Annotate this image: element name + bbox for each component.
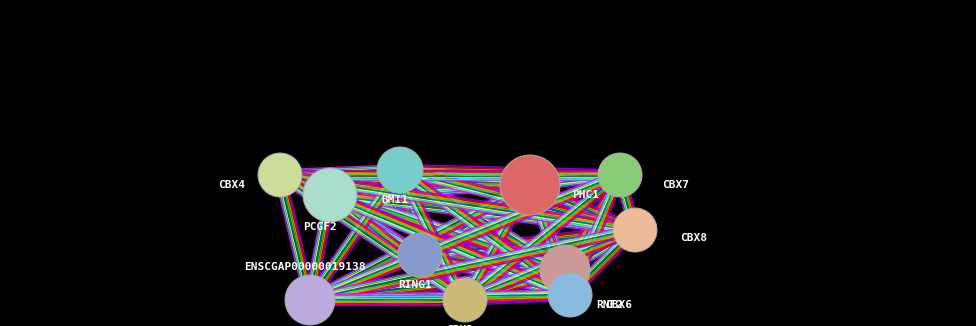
Ellipse shape: [548, 273, 592, 317]
Text: CBX4: CBX4: [218, 180, 245, 190]
Text: PCGF2: PCGF2: [304, 222, 337, 232]
Ellipse shape: [613, 208, 657, 252]
Ellipse shape: [540, 245, 590, 295]
Ellipse shape: [500, 155, 560, 215]
Text: PHC1: PHC1: [572, 190, 599, 200]
Ellipse shape: [303, 168, 357, 222]
Ellipse shape: [285, 275, 335, 325]
Text: CBX7: CBX7: [662, 180, 689, 190]
Text: CBX6: CBX6: [605, 300, 632, 310]
Ellipse shape: [443, 278, 487, 322]
Ellipse shape: [398, 233, 442, 277]
Text: ENSCGAP00000019138: ENSCGAP00000019138: [244, 262, 366, 272]
Text: RNF2: RNF2: [596, 300, 624, 310]
Ellipse shape: [598, 153, 642, 197]
Text: CBX8: CBX8: [680, 233, 707, 243]
Ellipse shape: [377, 147, 423, 193]
Text: CBX2: CBX2: [446, 325, 473, 326]
Text: BMI1: BMI1: [382, 195, 409, 205]
Ellipse shape: [258, 153, 302, 197]
Text: RING1: RING1: [398, 280, 431, 290]
